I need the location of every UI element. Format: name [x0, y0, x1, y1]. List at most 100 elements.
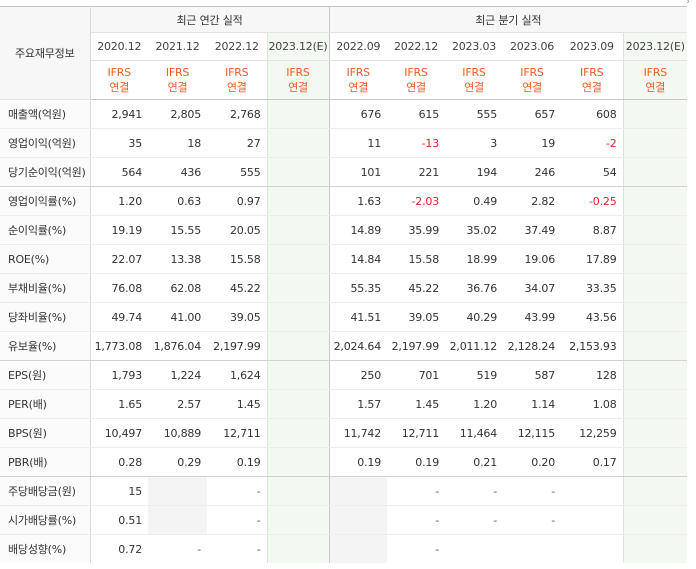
consolidated-label: 연결	[109, 81, 130, 94]
table-cell: 555	[207, 157, 267, 187]
table-cell: 27	[207, 128, 267, 158]
table-cell	[266, 99, 329, 129]
period-header: 2023.03	[445, 32, 503, 61]
table-cell: 250	[328, 360, 387, 390]
table-row: 부채비율(%) 76.08 62.08 45.22 55.35 45.22 36.76 34.…	[0, 273, 688, 303]
table-cell: 45.22	[207, 273, 267, 303]
table-cell: -	[445, 505, 503, 535]
table-cell: 101	[328, 157, 387, 187]
table-cell	[266, 418, 329, 448]
table-cell	[622, 215, 688, 245]
table-row: PBR(배) 0.28 0.29 0.19 0.19 0.19 0.21 0.20 0.17	[0, 447, 688, 477]
table-cell: 0.49	[445, 186, 503, 216]
ifrs-label: IFRS	[225, 66, 249, 79]
table-cell	[622, 273, 688, 303]
consolidated-label: 연결	[348, 81, 369, 94]
table-cell: 194	[445, 157, 503, 187]
table-cell	[622, 186, 688, 216]
table-cell	[266, 331, 329, 361]
table-row: 영업이익률(%) 1.20 0.63 0.97 1.63 -2.03 0.49 2.82 -0.…	[0, 186, 688, 216]
period-header: 2022.12	[207, 32, 267, 61]
table-cell: 12,711	[207, 418, 267, 448]
row-label: 영업이익률(%)	[0, 186, 91, 216]
table-cell: 15.58	[387, 244, 445, 274]
table-cell	[622, 360, 688, 390]
table-cell	[561, 476, 623, 506]
table-cell: 41.00	[148, 302, 207, 332]
period-header-estimate: 2023.12(E)	[266, 32, 329, 61]
table-cell: 0.19	[207, 447, 267, 477]
row-label: BPS(원)	[0, 418, 91, 448]
table-cell: 39.05	[207, 302, 267, 332]
table-cell: 14.84	[328, 244, 387, 274]
table-row: BPS(원) 10,497 10,889 12,711 11,742 12,711 11,4…	[0, 418, 688, 448]
table-cell: 43.56	[561, 302, 623, 332]
table-cell: -	[387, 476, 445, 506]
table-cell: 0.20	[503, 447, 561, 477]
table-cell	[561, 505, 623, 535]
table-cell: 3	[445, 128, 503, 158]
table-cell: 2,197.99	[207, 331, 267, 361]
table-cell: 11	[328, 128, 387, 158]
table-cell	[266, 360, 329, 390]
table-cell: -	[445, 476, 503, 506]
table-cell: 2,941	[90, 99, 148, 129]
table-cell: 35.02	[445, 215, 503, 245]
table-cell	[266, 273, 329, 303]
table-cell: 0.28	[90, 447, 148, 477]
table-cell	[266, 534, 329, 563]
row-label: 순이익률(%)	[0, 215, 91, 245]
table-cell: 2.57	[148, 389, 207, 419]
consolidated-label: 연결	[581, 81, 602, 94]
row-label: ROE(%)	[0, 244, 91, 274]
table-cell: 1,224	[148, 360, 207, 390]
ifrs-consolidated-label: IFRS 연결	[328, 60, 387, 100]
table-cell: -2.03	[387, 186, 445, 216]
table-cell	[622, 302, 688, 332]
table-cell	[328, 476, 387, 506]
table-cell: 436	[148, 157, 207, 187]
table-cell: 10,497	[90, 418, 148, 448]
table-row: ROE(%) 22.07 13.38 15.58 14.84 15.58 18.99 19.0…	[0, 244, 688, 274]
period-header: 2023.06	[503, 32, 561, 61]
table-cell: -13	[387, 128, 445, 158]
table-cell: 34.07	[503, 273, 561, 303]
table-cell: 2,024.64	[328, 331, 387, 361]
table-cell: 519	[445, 360, 503, 390]
table-cell	[622, 331, 688, 361]
ifrs-consolidated-label: IFRS 연결	[561, 60, 623, 100]
table-cell: 1.20	[90, 186, 148, 216]
table-cell: -	[387, 505, 445, 535]
table-row: 영업이익(억원) 35 18 27 11 -13 3 19 -2	[0, 128, 688, 158]
table-cell: 1.20	[445, 389, 503, 419]
table-cell: 19.19	[90, 215, 148, 245]
table-cell	[328, 505, 387, 535]
table-cell: 221	[387, 157, 445, 187]
table-cell	[148, 476, 207, 506]
table-cell	[622, 447, 688, 477]
table-cell	[622, 476, 688, 506]
table-cell: 22.07	[90, 244, 148, 274]
annual-group-header: 최근 연간 실적	[90, 6, 329, 33]
table-cell: 55.35	[328, 273, 387, 303]
table-cell: -0.25	[561, 186, 623, 216]
table-cell: -2	[561, 128, 623, 158]
table-cell: 1.45	[387, 389, 445, 419]
table-cell: 128	[561, 360, 623, 390]
table-cell: 701	[387, 360, 445, 390]
table-cell: 54	[561, 157, 623, 187]
table-cell: 0.97	[207, 186, 267, 216]
period-header: 2022.12	[387, 32, 445, 61]
table-cell	[622, 389, 688, 419]
row-label: 시가배당률(%)	[0, 505, 91, 535]
financial-table: 주요재무정보 최근 연간 실적 최근 분기 실적 2020.12 2021.12…	[0, 6, 688, 563]
table-row: 당좌비율(%) 49.74 41.00 39.05 41.51 39.05 40.29 43.…	[0, 302, 688, 332]
table-cell: 14.89	[328, 215, 387, 245]
table-cell: 12,115	[503, 418, 561, 448]
consolidated-label: 연결	[645, 81, 666, 94]
table-cell: 1.65	[90, 389, 148, 419]
table-cell	[266, 447, 329, 477]
row-label: 영업이익(억원)	[0, 128, 91, 158]
table-cell: -	[256, 542, 261, 556]
